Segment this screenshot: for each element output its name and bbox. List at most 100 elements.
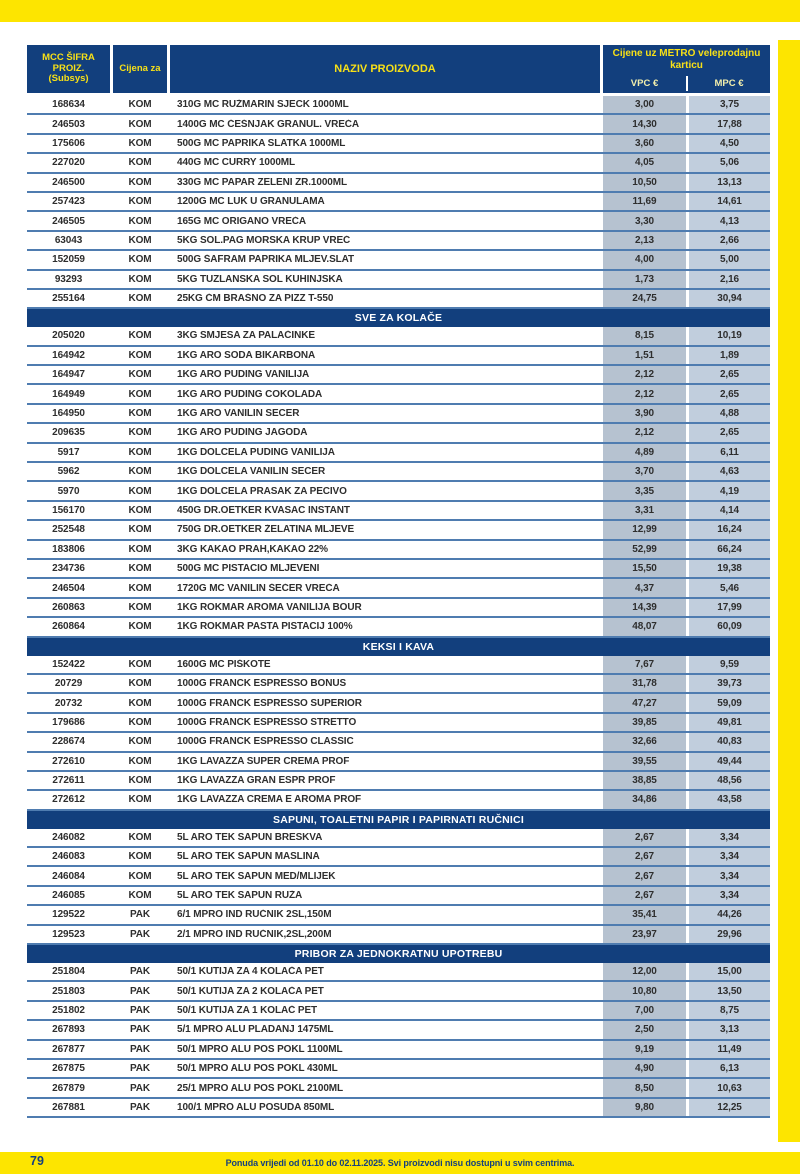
cell-vpc-price: 4,89 [603,443,686,462]
cell-mpc-price: 3,34 [689,867,770,885]
cell-mpc-price: 60,09 [689,618,770,636]
cell-vpc-price: 14,30 [603,115,686,133]
cell-mpc-price: 49,44 [689,752,770,770]
cell-code: 246504 [52,582,85,594]
header-code-line1: MCC ŠIFRA PROIZ. [42,51,95,74]
cell-unit: PAK [129,1082,151,1094]
table-row: 246084 KOM 5L ARO TEK SAPUN MED/MLIJEK 2,67… [27,867,770,887]
cell-vpc-price: 10,80 [603,982,686,1000]
cell-vpc-price: 2,67 [603,848,686,866]
cell-unit: KOM [128,234,152,246]
table-row: 251802 PAK 50/1 KUTIJA ZA 1 KOLAČ PET 7,00 8… [27,1001,770,1022]
cell-vpc-price: 34,86 [603,791,686,809]
table-row: 260864 KOM 1KG ROKMAR PASTA PISTACIJ 100% 4… [27,618,770,638]
cell-mpc-price: 2,65 [689,424,770,442]
cell-unit: PAK [129,1101,151,1113]
cell-unit: KOM [128,658,152,670]
cell-unit: KOM [128,524,152,536]
cell-vpc-price: 3,90 [603,404,686,423]
cell-code: 164950 [52,408,85,420]
cell-unit: KOM [128,466,152,478]
cell-name: 50/1 KUTIJA ZA 1 KOLAČ PET [177,1004,318,1016]
cell-vpc-price: 12,99 [603,521,686,539]
table-row: 175606 KOM 500G MC PAPRIKA SLATKA 1000ML 3,… [27,134,770,155]
cell-code: 246083 [52,851,85,863]
cell-mpc-price: 3,75 [689,96,770,114]
cell-code: 234736 [52,563,85,575]
table-row: 251804 PAK 50/1 KUTIJA ZA 4 KOLAČA PET 12,0… [27,963,770,983]
cell-code: 251802 [52,1004,85,1016]
cell-vpc-price: 3,00 [603,96,686,114]
cell-vpc-price: 2,50 [603,1021,686,1039]
page-number: 79 [30,1154,44,1168]
header-price-group: Cijene uz METRO veleprodajnu karticu VPC… [603,45,770,93]
cell-vpc-price: 12,00 [603,963,686,981]
cell-name: 1KG ARO PUDING VANILIJA [177,369,310,381]
cell-vpc-price: 2,67 [603,886,686,905]
cell-name: 50/1 MPRO ALU POS POKL 1100ML [177,1043,343,1055]
table-row: 129523 PAK 2/1 MPRO IND RUČNIK,2SL,200M 23,… [27,925,770,946]
cell-code: 179686 [52,716,85,728]
cell-mpc-price: 4,88 [689,404,770,423]
cell-vpc-price: 2,67 [603,867,686,885]
cell-name: 1000G FRANCK ESPRESSO STRETTO [177,716,357,728]
cell-mpc-price: 3,13 [689,1021,770,1039]
cell-name: 1KG LAVAZZA SUPER CREMA PROF [177,755,350,767]
cell-unit: KOM [128,736,152,748]
cell-unit: PAK [129,966,151,978]
cell-mpc-price: 30,94 [689,289,770,308]
cell-mpc-price: 4,50 [689,134,770,153]
cell-mpc-price: 12,25 [689,1098,770,1117]
cell-unit: KOM [128,890,152,902]
section-header: PRIBOR ZA JEDNOKRATNU UPOTREBU [27,945,770,964]
header-unit-label: Cijena za [119,62,161,74]
cell-vpc-price: 1,73 [603,270,686,288]
cell-unit: KOM [128,794,152,806]
cell-unit: KOM [128,446,152,458]
cell-name: 50/1 KUTIJA ZA 4 KOLAČA PET [177,966,324,978]
table-row: 260863 KOM 1KG ROKMAR AROMA VANILIJA BOUR 1… [27,598,770,619]
header-name-column: NAZIV PROIZVODA [170,45,600,93]
cell-mpc-price: 4,13 [689,212,770,230]
cell-code: 257423 [52,196,85,208]
table-row: 20732 KOM 1000G FRANCK ESPRESSO SUPERIOR 47… [27,694,770,714]
table-row: 246083 KOM 5L ARO TEK SAPUN MASLINA 2,67 3,3… [27,848,770,868]
cell-mpc-price: 11,49 [689,1040,770,1058]
cell-code: 129523 [52,928,85,940]
cell-code: 164947 [52,369,85,381]
cell-mpc-price: 29,96 [689,925,770,944]
cell-name: 1000G FRANCK ESPRESSO BONUS [177,678,347,690]
table-row: 205020 KOM 3KG SMJESA ZA PALAČINKE 8,15 10,1… [27,327,770,347]
cell-unit: KOM [128,870,152,882]
cell-vpc-price: 23,97 [603,925,686,944]
cell-vpc-price: 7,67 [603,655,686,673]
cell-mpc-price: 2,65 [689,366,770,384]
cell-vpc-price: 15,50 [603,559,686,578]
section-header: KEKSI I KAVA [27,637,770,656]
table-row: 152422 KOM 1600G MC PIŠKOTE 7,67 9,59 [27,655,770,675]
cell-code: 5962 [57,466,80,478]
header-name-label: NAZIV PROIZVODA [334,62,436,75]
cell-code: 205020 [52,330,85,342]
cell-vpc-price: 2,13 [603,231,686,250]
cell-vpc-price: 4,00 [603,251,686,269]
table-row: 179686 KOM 1000G FRANCK ESPRESSO STRETTO 39… [27,713,770,734]
table-body: 168634 KOM 310G MC RUŽMARIN SJECK 1000ML 3,… [27,96,770,1119]
cell-mpc-price: 3,34 [689,848,770,866]
cell-vpc-price: 1,51 [603,346,686,365]
header-mpc-label: MPC € [714,78,744,89]
cell-unit: PAK [129,1063,151,1075]
table-row: 257423 KOM 1200G MC LUK U GRANULAMA 11,69 14… [27,192,770,213]
cell-unit: KOM [128,330,152,342]
header-code-column: MCC ŠIFRA PROIZ. (Subsys) [27,45,110,93]
cell-mpc-price: 6,11 [689,443,770,462]
cell-name: 500G ŠAFRAM PAPRIKA MLJEV.SLAT [177,254,355,266]
cell-unit: KOM [128,99,152,111]
cell-mpc-price: 16,24 [689,521,770,539]
cell-code: 272611 [52,775,85,787]
cell-mpc-price: 43,58 [689,791,770,809]
cell-name: 1KG DOLCELA PRASAK ZA PECIVO [177,485,347,497]
cell-mpc-price: 5,46 [689,579,770,597]
cell-code: 255164 [52,293,85,305]
cell-code: 251804 [52,966,85,978]
